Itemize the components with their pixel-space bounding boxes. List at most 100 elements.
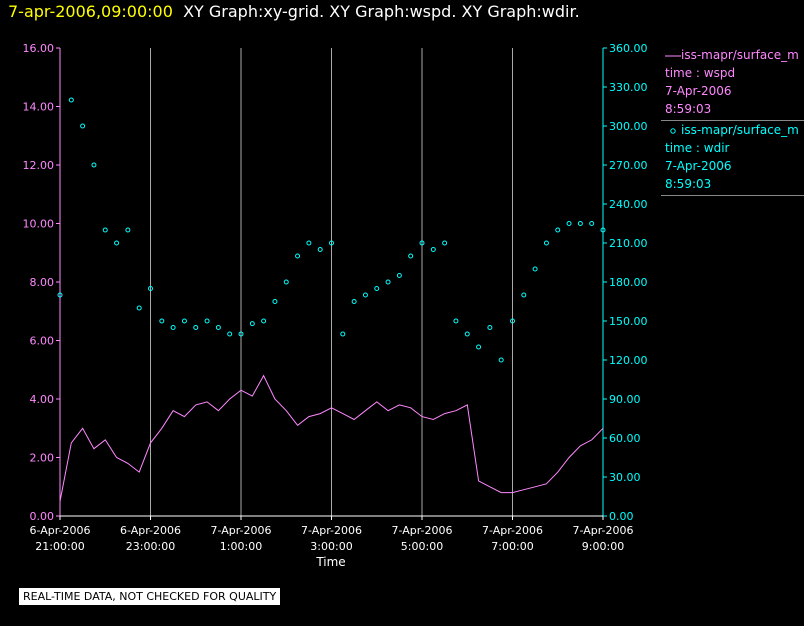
x-tick-time: 1:00:00	[220, 540, 262, 553]
x-tick-date: 7-Apr-2006	[391, 524, 452, 537]
right-tick-label: 180.00	[609, 276, 648, 289]
wdir-point	[589, 221, 595, 226]
x-tick-date: 6-Apr-2006	[29, 524, 90, 537]
wdir-point	[68, 97, 74, 103]
right-tick-label: 210.00	[609, 237, 648, 250]
wdir-point	[91, 162, 97, 168]
x-tick-time: 5:00:00	[401, 540, 443, 553]
wdir-point	[362, 292, 368, 298]
right-tick-label: 240.00	[609, 198, 648, 211]
wdir-point	[238, 331, 244, 337]
wdir-point	[374, 286, 380, 291]
wdir-point	[555, 227, 561, 233]
left-tick-label: 10.00	[23, 218, 55, 231]
legend-label: time : wdir	[665, 141, 730, 155]
right-tick-label: 120.00	[609, 354, 648, 367]
right-tick-label: 0.00	[609, 510, 634, 523]
x-axis-label: Time	[315, 555, 345, 569]
legend-time: 8:59:03	[665, 102, 712, 116]
left-tick-label: 12.00	[23, 159, 55, 172]
left-tick-label: 0.00	[30, 510, 55, 523]
legend-time: 8:59:03	[665, 177, 712, 191]
wdir-point	[80, 123, 86, 129]
right-axis: 0.00 30.00 60.00 90.00 120.00 150.00 180.00 210…	[603, 42, 648, 523]
x-tick-time: 7:00:00	[491, 540, 533, 553]
legend-label: time : wspd	[665, 66, 736, 80]
x-tick-time: 23:00:00	[126, 540, 175, 553]
left-tick-label: 2.00	[30, 452, 55, 465]
wdir-point	[317, 247, 323, 252]
right-tick-label: 30.00	[609, 471, 641, 484]
wdir-point	[408, 253, 414, 259]
wdir-point	[295, 253, 301, 259]
x-tick-date: 7-Apr-2006	[301, 524, 362, 537]
right-tick-label: 150.00	[609, 315, 648, 328]
wdir-point	[57, 292, 63, 298]
wdir-point	[566, 221, 572, 226]
wdir-point	[543, 240, 549, 246]
left-tick-label: 8.00	[30, 276, 55, 289]
x-axis: 6-Apr-2006 21:00:00 6-Apr-2006 23:00:00 7-Ap…	[29, 516, 634, 553]
wdir-point	[215, 325, 221, 330]
wdir-point	[532, 266, 538, 272]
wdir-point	[476, 344, 482, 350]
circle-marker-icon	[670, 127, 676, 134]
wdir-point	[329, 240, 334, 246]
left-tick-label: 16.00	[23, 42, 55, 55]
wdir-point	[204, 318, 210, 324]
wdir-point	[600, 227, 606, 233]
left-tick-label: 6.00	[30, 335, 55, 348]
x-tick-time: 3:00:00	[310, 540, 352, 553]
wdir-point	[510, 318, 515, 324]
wdir-point	[442, 240, 448, 246]
legend: iss-mapr/surface_m time : wspd 7-Apr-200…	[661, 46, 804, 196]
header-date: 7-apr-2006,09:00:00	[8, 2, 173, 21]
wdir-point	[102, 227, 108, 233]
wdir-point	[430, 247, 436, 252]
wdir-point	[148, 286, 153, 291]
x-tick-time: 21:00:00	[35, 540, 84, 553]
legend-entry-wspd: iss-mapr/surface_m time : wspd 7-Apr-200…	[661, 46, 804, 121]
wdir-point	[577, 221, 583, 226]
legend-source: iss-mapr/surface_m	[681, 48, 799, 62]
x-tick-time: 9:00:00	[582, 540, 624, 553]
right-tick-label: 270.00	[609, 159, 648, 172]
right-tick-label: 360.00	[609, 42, 648, 55]
header-title: XY Graph:xy-grid. XY Graph:wspd. XY Grap…	[183, 2, 580, 21]
x-tick-date: 7-Apr-2006	[572, 524, 633, 537]
right-tick-label: 300.00	[609, 120, 648, 133]
wdir-point	[498, 357, 504, 363]
legend-date: 7-Apr-2006	[665, 159, 732, 173]
wdir-point	[453, 318, 459, 324]
wdir-point	[249, 321, 255, 327]
wdir-point	[396, 273, 402, 278]
wdir-point	[283, 279, 289, 285]
wdir-point	[261, 318, 267, 324]
right-tick-label: 60.00	[609, 432, 641, 445]
legend-source: iss-mapr/surface_m	[681, 123, 799, 137]
wdir-point	[487, 325, 493, 330]
x-tick-date: 6-Apr-2006	[120, 524, 181, 537]
left-tick-label: 14.00	[23, 101, 55, 114]
wdir-point	[464, 331, 470, 337]
wspd-line	[59, 374, 604, 502]
grid	[150, 48, 604, 516]
right-tick-label: 90.00	[609, 393, 641, 406]
quality-notice: REAL-TIME DATA, NOT CHECKED FOR QUALITY	[19, 588, 281, 605]
right-tick-label: 330.00	[609, 81, 648, 94]
series-wdir	[57, 97, 606, 363]
wdir-point	[227, 331, 233, 337]
series-wspd	[59, 374, 604, 502]
legend-entry-wdir: iss-mapr/surface_m time : wdir 7-Apr-200…	[661, 121, 804, 196]
wdir-point	[114, 240, 120, 246]
left-axis: 0.00 2.00 4.00 6.00 8.00 10.00 12.00 14.00 16.00	[23, 42, 60, 523]
wdir-point	[136, 305, 142, 311]
header: 7-apr-2006,09:00:00 XY Graph:xy-grid. XY…	[8, 2, 580, 21]
x-tick-date: 7-Apr-2006	[482, 524, 543, 537]
wdir-point	[306, 240, 312, 246]
wdir-point	[125, 227, 131, 233]
line-marker-icon	[665, 55, 681, 56]
left-tick-label: 4.00	[30, 393, 55, 406]
wdir-point	[170, 325, 176, 330]
